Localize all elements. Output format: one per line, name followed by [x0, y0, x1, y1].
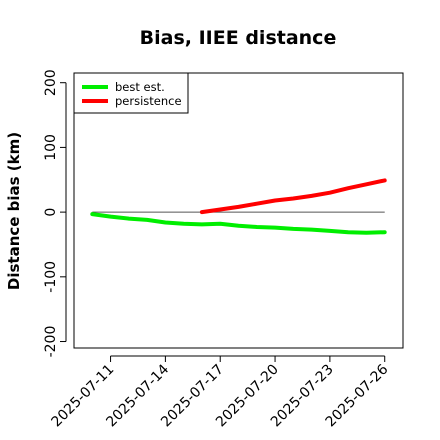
legend-label-best-est: best est. [115, 80, 165, 94]
legend-box [73, 72, 189, 114]
series-line-persistence [199, 178, 387, 215]
series-line-best-est [90, 212, 387, 235]
y-tick-label: -200 [43, 326, 59, 358]
y-tick-label: 0 [43, 208, 59, 217]
x-axis: 2025-07-112025-07-142025-07-172025-07-20… [49, 355, 392, 430]
y-axis: -200 -100 0 100 200 [43, 69, 67, 358]
legend-label-persistence: persistence [115, 94, 182, 108]
legend: best est. persistence [73, 72, 189, 114]
y-tick-label: 100 [43, 134, 59, 161]
y-tick-label: 200 [43, 69, 59, 96]
series-layer [90, 178, 387, 235]
y-tick-label: -100 [43, 261, 59, 293]
y-axis-label: Distance bias (km) [5, 132, 23, 290]
plot-area [73, 72, 404, 349]
chart-title: Bias, IIEE distance [140, 27, 337, 49]
